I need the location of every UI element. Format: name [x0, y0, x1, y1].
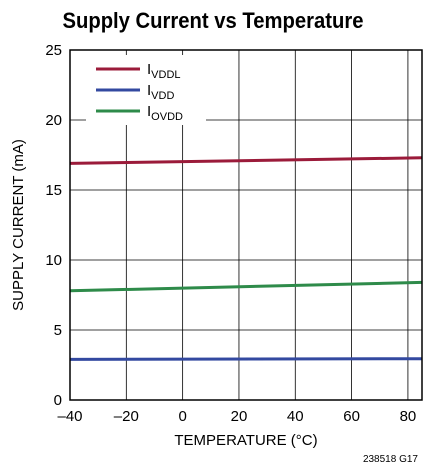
x-tick-label: 0: [178, 408, 186, 425]
series-line-vddl: [69, 156, 423, 165]
y-axis-label: SUPPLY CURRENT (mA): [10, 139, 27, 311]
x-tick-label: –20: [114, 408, 139, 425]
x-tick-label: –40: [57, 408, 82, 425]
y-tick-label: 5: [54, 322, 62, 339]
y-tick-label: 20: [45, 112, 62, 129]
chart-title: Supply Current vs Temperature: [62, 8, 364, 33]
legend-label-vdd: IVDD: [147, 82, 174, 102]
x-tick-label: 20: [231, 408, 248, 425]
x-tick-labels: –40 –20 0 20 40 60 80: [57, 408, 416, 425]
x-tick-label: 40: [287, 408, 304, 425]
x-tick-label: 60: [343, 408, 360, 425]
y-tick-label: 0: [54, 392, 62, 409]
y-tick-label: 15: [45, 182, 62, 199]
legend-label-vddl: IVDDL: [147, 61, 181, 81]
grid: [70, 50, 422, 400]
y-tick-labels: 0 5 10 15 20 25: [45, 42, 62, 409]
series-line-ovdd: [69, 280, 423, 293]
series-lines: [69, 156, 423, 361]
figure-code: 238518 G17: [363, 454, 418, 465]
y-tick-label: 25: [45, 42, 62, 59]
plot-frame: [69, 49, 423, 401]
series-line-vdd: [69, 357, 423, 361]
legend-label-ovdd: IOVDD: [147, 103, 183, 123]
x-axis-label: TEMPERATURE (°C): [174, 432, 317, 449]
y-tick-label: 10: [45, 252, 62, 269]
x-tick-label: 80: [400, 408, 417, 425]
